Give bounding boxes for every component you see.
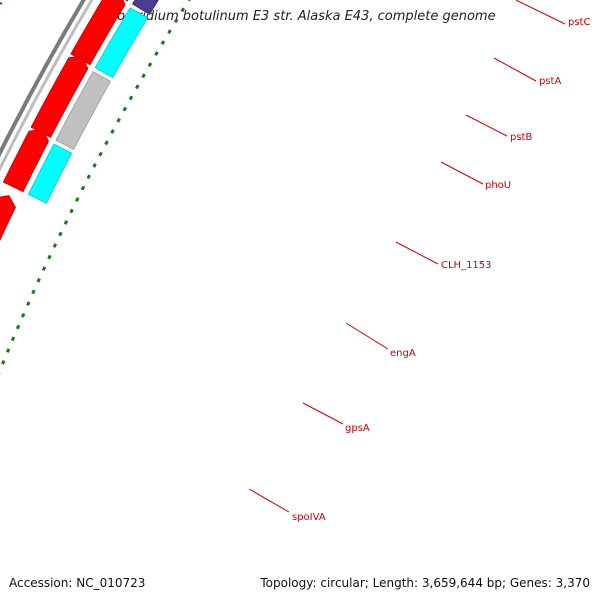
cds-pst-block (131, 0, 159, 15)
gc-skew-dash (180, 7, 186, 13)
cds-enga-block (55, 70, 112, 150)
gc-skew-dash (122, 106, 128, 112)
gene-label: phoU (485, 180, 511, 191)
accession-text: Accession: NC_010723 (9, 576, 146, 590)
cds-clh1153-block (94, 7, 148, 79)
gc-skew-dash (47, 254, 52, 260)
gene-leader-line (465, 114, 508, 137)
gc-skew-dash (98, 151, 103, 157)
cds-forward-arrow (70, 0, 126, 66)
gc-skew-dash (80, 185, 86, 191)
gene-leader-line (345, 322, 389, 350)
gc-skew-dash (15, 324, 21, 330)
gc-skew-dash (173, 18, 179, 24)
gene-leader-line (302, 402, 344, 425)
gc-skew-dash (26, 301, 31, 306)
gene-label: CLH_1153 (441, 260, 492, 271)
gc-skew-dash (187, 0, 191, 2)
gc-skew-dash (52, 243, 58, 248)
gene-label: pstB (510, 132, 532, 143)
gc-skew-dash (141, 73, 146, 79)
cds-forward-arrow (2, 128, 50, 193)
gc-skew-dash (20, 312, 26, 318)
gene-label: spoIVA (292, 512, 326, 523)
gc-skew-dash (154, 51, 159, 57)
cds-forward-arrow (124, 0, 129, 2)
backbone-outer (0, 0, 86, 158)
gene-leader-line (248, 488, 290, 513)
gc-skew-dash (36, 277, 41, 283)
map-title: Clostridium botulinum E3 str. Alaska E43… (104, 9, 496, 24)
gene-leader-line (395, 241, 439, 265)
gc-skew-dash (147, 62, 153, 68)
gc-skew-dash (110, 129, 115, 134)
gene-leader-line (515, 0, 566, 25)
gc-skew-dash (31, 289, 36, 295)
cds-forward-arrow (30, 55, 89, 138)
gc-skew-dash (86, 174, 91, 180)
gc-skew-dash (5, 348, 11, 353)
gc-skew-dash (92, 163, 97, 168)
gc-content-dash (0, 1, 3, 5)
backbone-inner (0, 0, 94, 172)
gc-skew-dash (69, 208, 74, 214)
gc-skew-dash (104, 140, 109, 146)
gc-skew-dash (160, 40, 166, 46)
gc-skew-dash (58, 231, 63, 237)
gc-skew-dash (167, 29, 172, 35)
gc-skew-dash (1, 360, 6, 365)
gc-skew-dash (41, 266, 47, 272)
gc-skew-dash (128, 95, 134, 101)
gene-leader-line (493, 57, 537, 82)
gc-skew-dash (10, 336, 16, 342)
gene-leader-line (440, 161, 484, 185)
cds-forward-arrow (0, 195, 16, 241)
gc-skew-dash (63, 220, 69, 225)
gene-label: engA (390, 348, 416, 359)
gene-label: pstC (568, 17, 590, 28)
gene-label: gpsA (345, 423, 370, 434)
cds-gpsa-block (27, 143, 73, 204)
gc-skew-dash (75, 197, 80, 202)
gc-skew-dash (135, 84, 140, 90)
gc-skew-dash (116, 117, 121, 123)
genome-stats-text: Topology: circular; Length: 3,659,644 bp… (260, 576, 590, 590)
gene-label: pstA (539, 76, 561, 87)
